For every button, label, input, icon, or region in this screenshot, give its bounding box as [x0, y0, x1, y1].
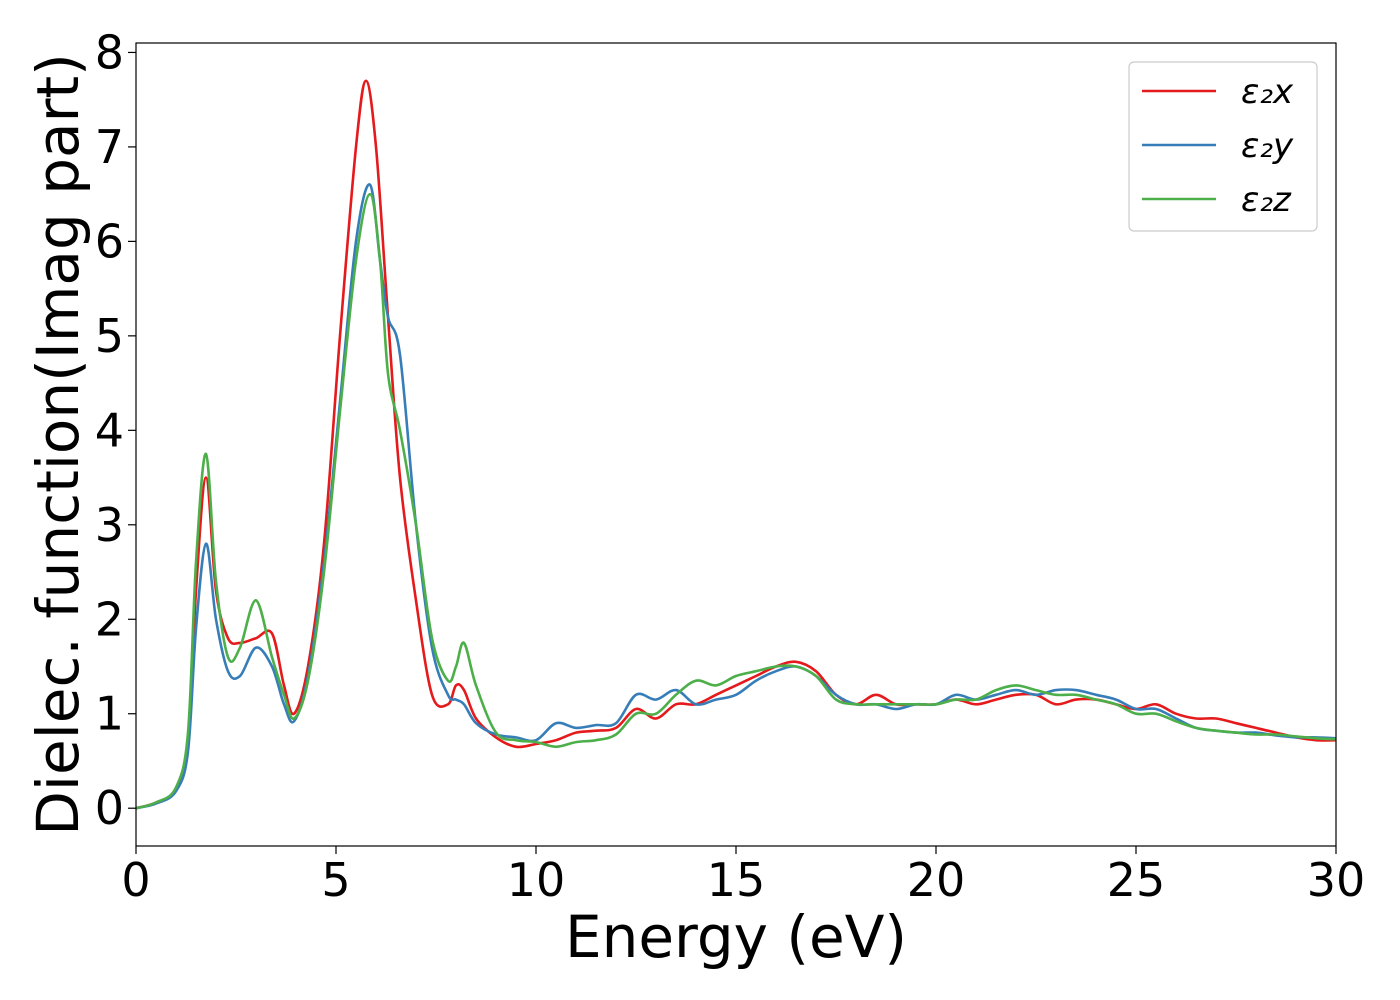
y-tick-label: 4	[95, 403, 124, 457]
y-tick-label: 5	[95, 309, 124, 363]
y-axis-label: Dielec. function(Imag part)	[24, 53, 92, 836]
x-axis-ticks: 0 5 10 15 20 25 30	[121, 846, 1365, 907]
x-tick-label: 25	[1107, 853, 1166, 907]
y-tick-label: 8	[95, 25, 124, 79]
legend-entry-label: ε₂z	[1241, 180, 1292, 220]
x-tick-label: 5	[321, 853, 350, 907]
x-tick-label: 15	[707, 853, 766, 907]
legend-entry-label: ε₂y	[1241, 126, 1294, 166]
y-tick-label: 3	[95, 498, 124, 552]
y-axis-ticks: 0 1 2 3 4 5 6 7 8	[95, 25, 136, 835]
y-tick-label: 6	[95, 214, 124, 268]
y-tick-label: 1	[95, 687, 124, 741]
x-tick-label: 10	[507, 853, 566, 907]
series-line-3	[136, 192, 1336, 810]
legend-box	[1128, 61, 1318, 232]
y-tick-label: 2	[95, 592, 124, 646]
series-line-2	[136, 183, 1336, 810]
series-layer	[136, 79, 1336, 810]
x-tick-label: 0	[121, 853, 150, 907]
y-tick-label: 7	[95, 120, 124, 174]
legend: ε₂x ε₂y ε₂z	[1128, 61, 1318, 232]
x-tick-label: 30	[1307, 853, 1366, 907]
x-tick-label: 20	[907, 853, 966, 907]
legend-entry-label: ε₂x	[1241, 72, 1294, 112]
y-tick-label: 0	[95, 781, 124, 835]
x-axis-label: Energy (eV)	[565, 903, 907, 971]
